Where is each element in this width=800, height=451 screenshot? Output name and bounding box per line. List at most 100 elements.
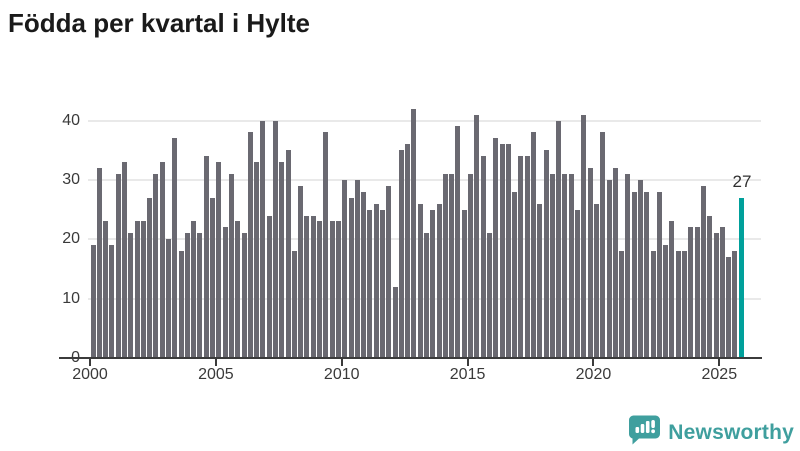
bar [619, 251, 625, 358]
bar [140, 221, 146, 358]
x-axis-tick-label: 2005 [198, 366, 234, 383]
bar [455, 126, 461, 358]
bar [675, 251, 681, 358]
bar [512, 191, 518, 358]
bar [486, 233, 492, 358]
x-axis-tick-label: 2010 [323, 366, 360, 383]
logo-wordmark: Newsworthy [668, 420, 794, 444]
bar [254, 162, 260, 358]
bar [367, 209, 373, 358]
bar [210, 197, 216, 358]
y-axis-tick-label: 20 [62, 230, 80, 248]
bar [436, 203, 442, 358]
bar [191, 221, 197, 358]
bar [386, 185, 392, 358]
bar [543, 150, 549, 358]
bar [682, 251, 688, 358]
bar [228, 173, 234, 358]
bar [524, 156, 530, 358]
bar [531, 132, 536, 358]
bar [172, 138, 178, 358]
bar [90, 245, 96, 358]
newsworthy-logo: Newsworthy [628, 414, 794, 451]
bar [304, 215, 310, 358]
bar [480, 156, 486, 358]
bar [121, 162, 127, 358]
bar [688, 227, 694, 358]
bar [600, 132, 606, 358]
x-axis-tick [466, 358, 469, 366]
bar [310, 215, 316, 358]
bar [468, 173, 474, 358]
x-axis-tick-label: 2025 [701, 366, 738, 383]
bar [285, 150, 291, 358]
bar [279, 162, 285, 358]
bar [260, 120, 266, 358]
x-axis-tick [592, 358, 595, 366]
newsworthy-bars-speech-bubble-icon [628, 414, 661, 451]
bar [216, 162, 222, 358]
bar [379, 209, 385, 358]
y-axis-tick-label: 40 [62, 111, 80, 129]
bar [317, 221, 323, 358]
bar [726, 257, 732, 358]
bar [329, 221, 335, 358]
bar [147, 197, 153, 358]
bar [166, 239, 172, 358]
bar [128, 233, 134, 358]
bar [335, 221, 341, 358]
bar [398, 150, 404, 358]
x-axis-tick [89, 358, 91, 366]
bar [637, 179, 643, 358]
bar [549, 173, 555, 358]
bar [518, 156, 524, 358]
bar [713, 233, 719, 358]
bar [203, 156, 209, 358]
bar [581, 114, 587, 358]
bar [178, 251, 184, 358]
gridline [88, 119, 761, 122]
bar [669, 221, 675, 358]
bar [449, 173, 455, 358]
x-axis-tick [718, 358, 721, 366]
x-axis-tick-label: 2020 [575, 366, 612, 383]
y-axis-tick-label: 10 [62, 289, 80, 307]
bar [405, 144, 411, 358]
bar [650, 251, 656, 358]
bar [392, 286, 398, 358]
bar [417, 203, 423, 358]
bar [644, 191, 650, 358]
bar [96, 168, 102, 358]
bar [719, 227, 725, 358]
bar [556, 120, 562, 358]
page-title: Födda per kvartal i Hylte [8, 8, 310, 38]
bar [235, 221, 241, 358]
bar [361, 191, 367, 358]
bar [663, 245, 669, 358]
bar [537, 203, 543, 358]
bar [707, 215, 713, 358]
last-value-annotation: 27 [732, 172, 752, 191]
bar [323, 132, 329, 358]
gridline [88, 178, 761, 181]
x-axis-tick-label: 2015 [449, 366, 486, 383]
bar [474, 114, 480, 358]
bar [694, 227, 700, 358]
bar [411, 108, 417, 358]
bar [493, 138, 499, 358]
bar [700, 185, 706, 358]
bar [442, 173, 448, 358]
bar [354, 179, 360, 358]
highlighted-bar-latest-quarter [738, 197, 744, 358]
bar [461, 209, 467, 358]
bar [291, 251, 297, 358]
bar [272, 120, 278, 358]
bar [109, 245, 115, 358]
bar [593, 203, 599, 358]
bar [631, 191, 637, 358]
bar [575, 209, 581, 358]
y-axis-tick-label: 30 [62, 170, 80, 188]
bar [266, 215, 272, 358]
bar [373, 203, 379, 358]
